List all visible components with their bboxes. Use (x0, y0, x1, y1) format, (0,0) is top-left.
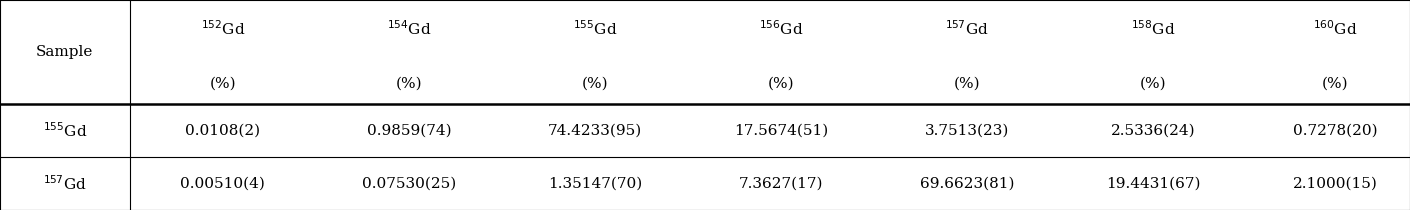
Text: (%): (%) (1141, 76, 1166, 90)
Text: 1.35147(70): 1.35147(70) (548, 176, 642, 190)
Text: 0.07530(25): 0.07530(25) (362, 176, 455, 190)
Text: 2.1000(15): 2.1000(15) (1293, 176, 1378, 190)
Text: $^{154}$Gd: $^{154}$Gd (386, 20, 431, 38)
Text: 0.7278(20): 0.7278(20) (1293, 123, 1378, 137)
Text: 0.0108(2): 0.0108(2) (185, 123, 261, 137)
Text: Sample: Sample (37, 45, 93, 59)
Text: 19.4431(67): 19.4431(67) (1105, 176, 1201, 190)
Text: (%): (%) (955, 76, 980, 90)
Text: $^{158}$Gd: $^{158}$Gd (1131, 20, 1176, 38)
Text: (%): (%) (396, 76, 422, 90)
Text: 7.3627(17): 7.3627(17) (739, 176, 823, 190)
Text: $^{155}$Gd: $^{155}$Gd (42, 121, 87, 140)
Text: (%): (%) (768, 76, 794, 90)
Text: 3.7513(23): 3.7513(23) (925, 123, 1010, 137)
Text: (%): (%) (1323, 76, 1348, 90)
Text: 0.00510(4): 0.00510(4) (180, 176, 265, 190)
Text: 17.5674(51): 17.5674(51) (735, 123, 828, 137)
Text: (%): (%) (210, 76, 235, 90)
Text: $^{155}$Gd: $^{155}$Gd (572, 20, 618, 38)
Text: $^{157}$Gd: $^{157}$Gd (44, 174, 86, 193)
Text: $^{160}$Gd: $^{160}$Gd (1313, 20, 1358, 38)
Text: $^{152}$Gd: $^{152}$Gd (200, 20, 245, 38)
Text: 2.5336(24): 2.5336(24) (1111, 123, 1196, 137)
Text: 0.9859(74): 0.9859(74) (367, 123, 451, 137)
Text: (%): (%) (582, 76, 608, 90)
Text: 69.6623(81): 69.6623(81) (919, 176, 1015, 190)
Text: $^{157}$Gd: $^{157}$Gd (946, 20, 988, 38)
Text: 74.4233(95): 74.4233(95) (548, 123, 642, 137)
Text: $^{156}$Gd: $^{156}$Gd (759, 20, 804, 38)
